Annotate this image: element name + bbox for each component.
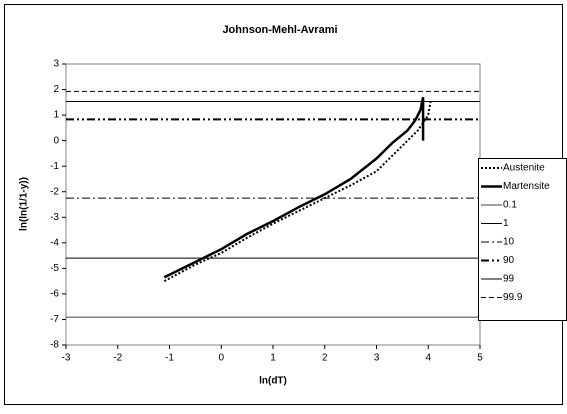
x-tick-label: -2 xyxy=(113,353,122,364)
y-tick-label: 2 xyxy=(53,84,59,95)
y-tick-label: -7 xyxy=(50,314,59,325)
legend-label: Martensite xyxy=(503,181,550,192)
legend-label: 99.9 xyxy=(503,292,523,303)
legend-label: 1 xyxy=(503,218,509,229)
x-tick-label: 4 xyxy=(425,353,431,364)
plot-area xyxy=(65,63,481,346)
y-tick-label: -5 xyxy=(50,263,59,274)
y-tick-label: -2 xyxy=(50,186,59,197)
legend-label: 0.1 xyxy=(503,200,517,211)
chart-title: Johnson-Mehl-Avrami xyxy=(222,24,337,36)
y-tick-label: -4 xyxy=(50,237,59,248)
y-tick-label: -6 xyxy=(50,289,59,300)
x-tick-label: 3 xyxy=(374,353,380,364)
x-tick-label: 5 xyxy=(477,353,483,364)
y-tick-label: 1 xyxy=(53,110,59,121)
data-line xyxy=(163,96,425,279)
data-line xyxy=(163,99,432,283)
y-tick-label: 3 xyxy=(53,59,59,70)
y-axis-title: ln(ln(1/1-y)) xyxy=(19,177,30,231)
x-tick-label: 1 xyxy=(270,353,276,364)
legend-label: 99 xyxy=(503,274,515,285)
legend-label: Austenite xyxy=(503,163,545,174)
y-tick-label: 0 xyxy=(53,135,59,146)
y-tick-label: -3 xyxy=(50,212,59,223)
legend-label: 10 xyxy=(503,237,515,248)
y-tick-label: -8 xyxy=(50,340,59,351)
x-tick-label: -1 xyxy=(165,353,174,364)
x-axis-title: ln(dT) xyxy=(259,376,287,387)
y-tick-label: -1 xyxy=(50,161,59,172)
legend-label: 90 xyxy=(503,255,515,266)
x-tick-label: 2 xyxy=(322,353,328,364)
x-tick-label: -3 xyxy=(62,353,71,364)
x-tick-label: 0 xyxy=(218,353,224,364)
